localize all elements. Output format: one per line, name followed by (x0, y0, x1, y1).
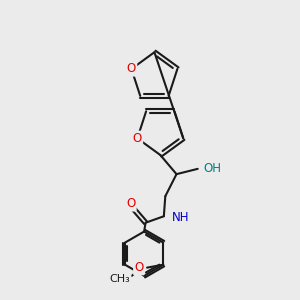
Text: CH₃: CH₃ (110, 274, 130, 284)
Text: OH: OH (203, 162, 221, 175)
Text: O: O (133, 132, 142, 145)
Text: O: O (134, 261, 143, 274)
Text: O: O (127, 62, 136, 75)
Text: NH: NH (172, 211, 190, 224)
Text: O: O (126, 197, 136, 210)
